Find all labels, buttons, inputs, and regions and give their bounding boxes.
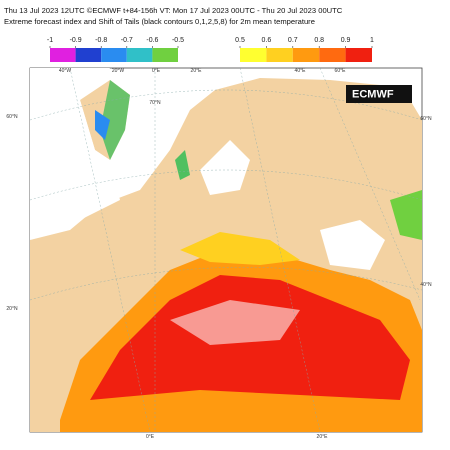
legend-tick-label: -0.5 [172, 37, 184, 44]
anomaly-green [390, 190, 422, 240]
sea [200, 140, 250, 195]
sea [30, 68, 120, 240]
legend-swatch [292, 48, 320, 62]
legend-swatch [75, 48, 102, 62]
legends: -1 -0.9 -0.8 -0.7 -0.6 -0.5 0.5 0.6 0.7 0.8 0.9 1 [47, 37, 374, 62]
legend-tick-label: 0.9 [341, 37, 351, 44]
header-line1: Thu 13 Jul 2023 12UTC ©ECMWF t+84-156h V… [4, 6, 343, 15]
map-label: 20°N [6, 306, 18, 312]
legend-swatch [345, 48, 372, 62]
map-label: 40°N [420, 282, 432, 288]
legend-swatch [152, 48, 178, 62]
legend-tick-label: -0.7 [121, 37, 133, 44]
anomaly-green [100, 80, 130, 160]
anomaly-yellow [180, 232, 300, 265]
logo: ECMWF [346, 85, 412, 103]
legend-swatch [50, 48, 76, 62]
map-labels: 40°W 20°W 0°E 20°E 40°E 60°E 70°N 60°N 60°N 20°N 4… [6, 68, 432, 440]
map-label: 40°E [295, 68, 307, 74]
map-label: 60°N [6, 114, 18, 120]
map-label: 20°E [191, 68, 203, 74]
legend-tick-label: 1 [370, 37, 374, 44]
legend-tick-label: 0.5 [235, 37, 245, 44]
map-label: 60°N [420, 116, 432, 122]
map: ECMWF [29, 67, 423, 433]
legend-swatch [266, 48, 293, 62]
map-label: 70°N [149, 100, 161, 106]
legend-tick-label: 0.8 [314, 37, 324, 44]
legend-swatch [101, 48, 127, 62]
legend-tick-label: -0.9 [70, 37, 82, 44]
header-line2: Extreme forecast index and Shift of Tail… [4, 17, 315, 26]
map-label: 0°E [152, 68, 161, 74]
map-label: 40°W [59, 68, 72, 74]
legend-tick-label: -1 [47, 37, 53, 44]
logo-text: ECMWF [352, 89, 394, 101]
sea [320, 220, 385, 270]
anomaly-blue [95, 110, 110, 140]
legend-swatch [319, 48, 346, 62]
legend-tick-label: -0.6 [146, 37, 158, 44]
legend-tick-label: -0.8 [95, 37, 107, 44]
map-label: 0°E [146, 434, 155, 440]
graticule [29, 67, 423, 433]
legend-tick-label: 0.6 [262, 37, 272, 44]
legend-swatch [126, 48, 153, 62]
map-label: 20°E [317, 434, 329, 440]
map-label: 60°E [335, 68, 347, 74]
legend-tick-label: 0.7 [288, 37, 298, 44]
map-label: 20°W [112, 68, 125, 74]
legend-swatch [240, 48, 267, 62]
anomaly-green [175, 150, 190, 180]
sea-mediterranean [170, 300, 300, 345]
